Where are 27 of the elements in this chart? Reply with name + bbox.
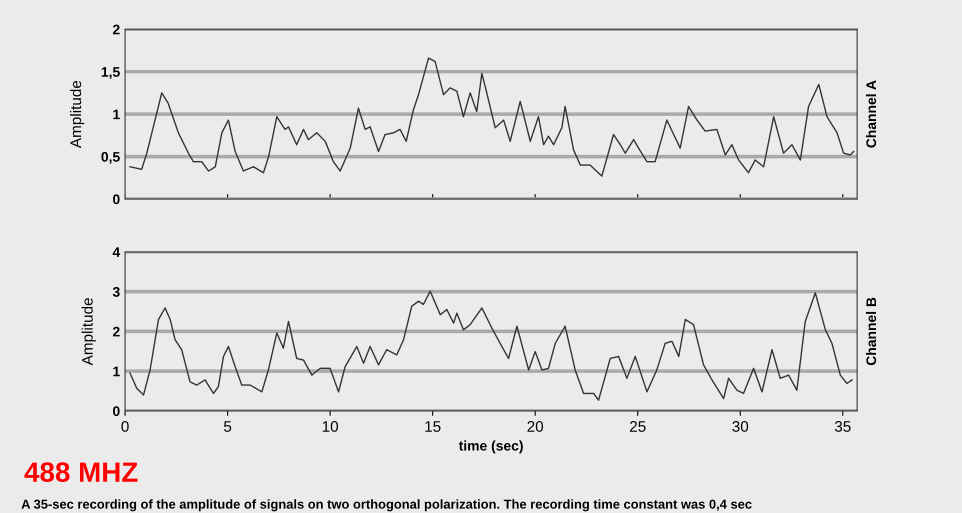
x-tick-label: 35: [834, 421, 851, 432]
y-axis-title: Amplitude: [82, 298, 96, 366]
y-tick-label: 0,5: [101, 152, 120, 164]
x-tick-label: 10: [322, 421, 338, 432]
y2-axis-title: Channel B: [866, 298, 876, 366]
y-tick-label: 0: [113, 194, 120, 204]
x-tick-label: 20: [527, 421, 544, 432]
y-tick-label: 0: [113, 406, 120, 416]
text: A 35-sec recording of the amplitude of signals on two orthogonal polarization. The recording time constant was 0,4 sec: [21, 499, 752, 512]
x-tick-label: 0: [121, 421, 129, 432]
y-tick-label: 4: [112, 247, 120, 257]
x-tick-label: 15: [425, 421, 441, 432]
x-tick-label: 25: [630, 421, 646, 432]
line-series: [129, 57, 854, 177]
x-tick-label: 5: [224, 421, 232, 432]
y-tick-label: 1: [113, 110, 120, 120]
x-axis-title: time (sec): [458, 440, 523, 454]
y-tick-label: 3: [112, 286, 120, 297]
line-series: [129, 290, 853, 401]
x-tick-label: 30: [732, 421, 748, 432]
y-tick-label: 2: [112, 326, 120, 336]
y-tick-label: 2: [112, 24, 120, 34]
y2-axis-title: Channel A: [866, 80, 876, 148]
y-tick-label: 1,5: [102, 67, 120, 79]
y-tick-label: 1: [113, 366, 120, 376]
y-axis-title: Amplitude: [70, 80, 84, 148]
text: 488 MHZ: [24, 462, 138, 482]
